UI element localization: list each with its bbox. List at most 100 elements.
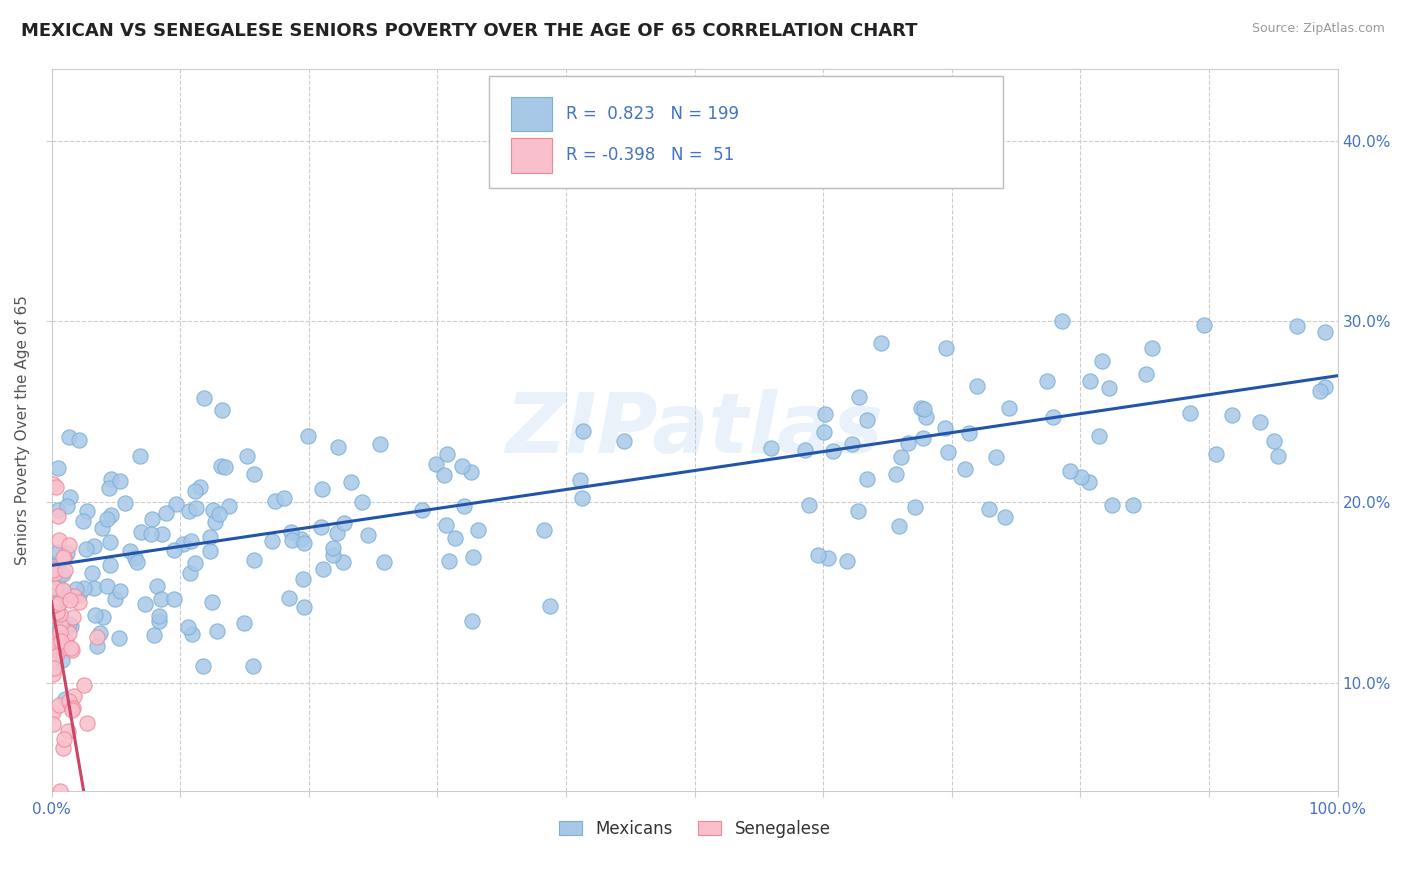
Point (994, 510, 1017, 524)
Point (42, 717, 65, 731)
Point (129, 524, 152, 539)
Point (108, 475, 131, 489)
Point (186, 501, 208, 516)
Point (55, 634, 77, 648)
Point (460, 614, 482, 628)
Text: R = -0.398   N =  51: R = -0.398 N = 51 (567, 146, 734, 164)
Point (350, 495, 373, 509)
Point (915, 410, 938, 425)
Point (205, 624, 228, 638)
Point (569, 473, 592, 487)
Point (177, 620, 200, 634)
Text: Source: ZipAtlas.com: Source: ZipAtlas.com (1251, 22, 1385, 36)
Point (90, 521, 112, 535)
Point (72, 581, 94, 595)
Point (208, 508, 231, 522)
Point (325, 525, 347, 540)
Point (42, 598, 65, 612)
Point (890, 450, 912, 464)
Point (1220, 408, 1243, 422)
Point (96, 512, 118, 526)
Point (910, 401, 932, 415)
Point (125, 555, 148, 569)
Point (149, 592, 172, 607)
Point (83, 607, 105, 622)
Point (45, 630, 67, 644)
Point (1135, 368, 1157, 382)
Point (884, 467, 907, 482)
Point (322, 548, 344, 562)
Point (467, 524, 489, 538)
Point (463, 550, 485, 565)
Point (233, 616, 256, 631)
Point (794, 443, 817, 458)
Legend: Mexicans, Senegalese: Mexicans, Senegalese (553, 813, 837, 845)
Point (242, 658, 264, 673)
Point (312, 562, 335, 576)
Point (198, 530, 221, 544)
Point (52, 567, 75, 582)
Point (76, 504, 98, 518)
Point (437, 554, 460, 568)
Point (51, 641, 73, 656)
Point (46, 557, 69, 571)
Point (148, 614, 170, 628)
Point (76, 716, 98, 731)
Point (1122, 498, 1144, 512)
Point (46, 633, 69, 648)
Point (979, 502, 1001, 516)
FancyBboxPatch shape (510, 138, 551, 172)
Point (209, 459, 232, 474)
Point (938, 445, 960, 459)
Point (243, 553, 266, 567)
Point (67, 595, 90, 609)
Point (58, 537, 80, 551)
Point (45, 649, 67, 664)
Point (297, 429, 319, 443)
Point (291, 572, 314, 586)
Point (1140, 341, 1163, 355)
Point (204, 515, 226, 529)
Point (59, 593, 82, 607)
Point (280, 525, 302, 540)
Point (165, 497, 187, 511)
Point (260, 533, 283, 548)
Point (46, 624, 69, 639)
Point (533, 523, 555, 537)
Text: ZIPatlas: ZIPatlas (506, 390, 883, 470)
Point (46, 587, 69, 601)
Point (1042, 410, 1064, 425)
FancyBboxPatch shape (510, 96, 551, 131)
Point (155, 506, 177, 520)
Point (163, 542, 186, 557)
Point (904, 500, 927, 515)
Point (433, 468, 456, 483)
Point (48, 533, 70, 548)
Point (62, 610, 84, 624)
Point (52, 741, 75, 756)
Point (44, 608, 66, 623)
Point (912, 431, 935, 445)
Point (1091, 354, 1114, 368)
Point (235, 450, 257, 464)
Point (1263, 434, 1285, 449)
Point (856, 413, 879, 427)
Point (211, 402, 233, 417)
Point (193, 391, 215, 405)
Point (49, 634, 72, 648)
Point (56, 723, 79, 738)
Point (44, 640, 66, 654)
Point (1192, 318, 1215, 333)
Point (46, 544, 69, 558)
Point (799, 498, 821, 512)
Point (856, 472, 879, 486)
Point (311, 519, 333, 533)
Point (42, 661, 65, 675)
Point (96, 579, 118, 593)
Point (1087, 428, 1109, 442)
Point (613, 434, 636, 448)
Point (841, 437, 863, 451)
Point (46, 571, 69, 585)
Point (1285, 319, 1308, 334)
FancyBboxPatch shape (489, 76, 1004, 188)
